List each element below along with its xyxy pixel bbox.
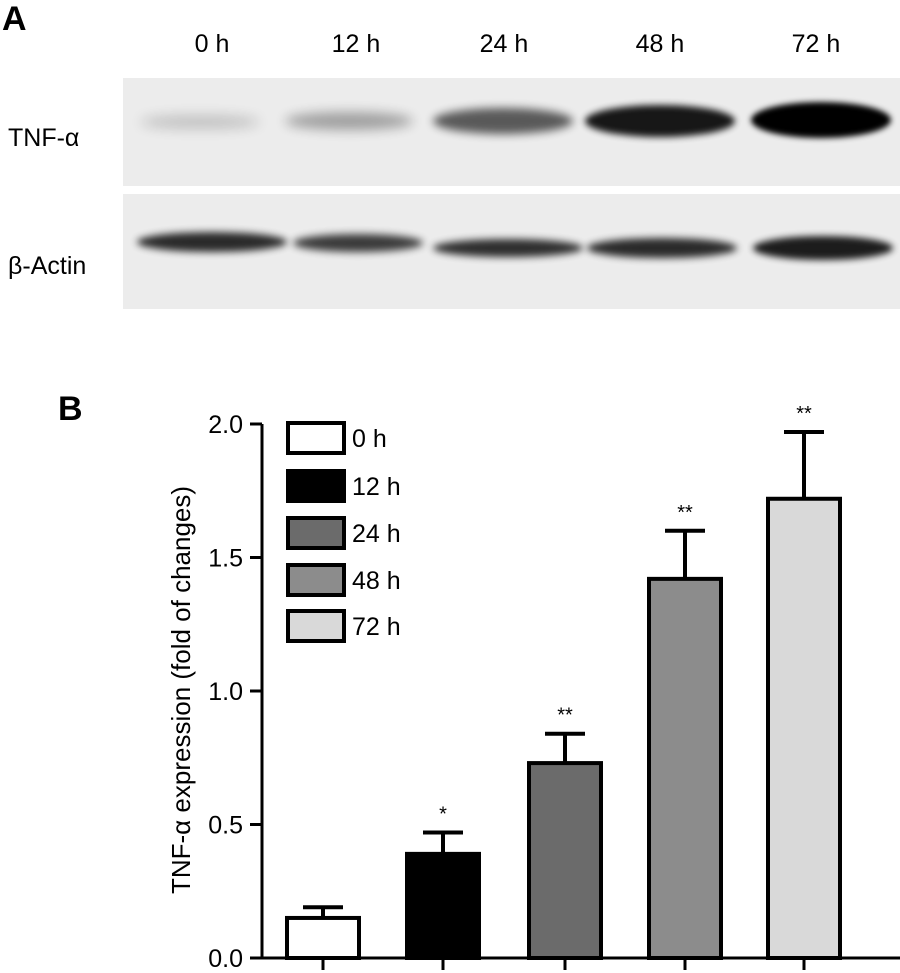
bar-24h [527, 761, 603, 961]
blot-strip-actin [123, 194, 900, 309]
legend-label: 72 h [352, 613, 401, 641]
significance-marker: ** [796, 403, 812, 425]
legend-swatch [286, 563, 346, 597]
blot-band [587, 238, 737, 258]
blot-row-label-tnf: TNF-α [8, 124, 80, 152]
y-tick-label: 2.0 [208, 411, 243, 439]
blot-band [140, 115, 260, 129]
legend-label: 12 h [352, 473, 401, 501]
blot-band [285, 112, 413, 130]
blot-band [585, 105, 735, 137]
significance-marker: * [439, 804, 447, 826]
blot-strip-tnf [123, 78, 900, 186]
lane-label: 0 h [194, 30, 230, 58]
legend-swatch [286, 609, 346, 643]
legend-swatch [286, 469, 346, 503]
y-tick-label: 1.0 [208, 678, 243, 706]
y-axis-label: TNF-α expression (fold of changes) [166, 486, 196, 894]
legend-label: 48 h [352, 567, 401, 595]
y-ticks: 0.0 0.5 1.0 1.5 2.0 [208, 411, 262, 973]
blot-row-label-actin: β-Actin [8, 252, 87, 280]
blot-band [137, 232, 287, 252]
bar-72h [766, 496, 842, 960]
lane-label: 72 h [791, 30, 841, 58]
significance-marker: ** [557, 705, 573, 727]
panel-a-label: A [2, 0, 27, 38]
y-tick-label: 0.5 [208, 812, 243, 840]
bars: ******* [285, 403, 842, 970]
blot-band [293, 234, 423, 252]
panel-b-label: B [58, 390, 83, 428]
bar-0h [285, 915, 361, 961]
legend-swatch [286, 516, 346, 550]
bar-12h [405, 851, 481, 960]
legend-swatch [286, 421, 346, 455]
y-tick-label: 1.5 [208, 545, 243, 573]
lane-label: 24 h [479, 30, 529, 58]
lane-label: 12 h [331, 30, 381, 58]
bar-chart: TNF-α expression (fold of changes) 0.00.… [166, 403, 900, 973]
blot-band [753, 236, 893, 260]
blot-band [433, 108, 573, 134]
bar-48h [647, 576, 723, 960]
legend-label: 0 h [352, 425, 387, 453]
significance-marker: ** [677, 502, 693, 524]
blot-band [433, 239, 583, 257]
y-tick-label: 0.0 [208, 945, 243, 973]
lane-label: 48 h [635, 30, 685, 58]
blot-band [751, 102, 891, 138]
legend-label: 24 h [352, 520, 401, 548]
legend: 0 h 12 h 24 h 48 h 72 h [286, 421, 401, 643]
